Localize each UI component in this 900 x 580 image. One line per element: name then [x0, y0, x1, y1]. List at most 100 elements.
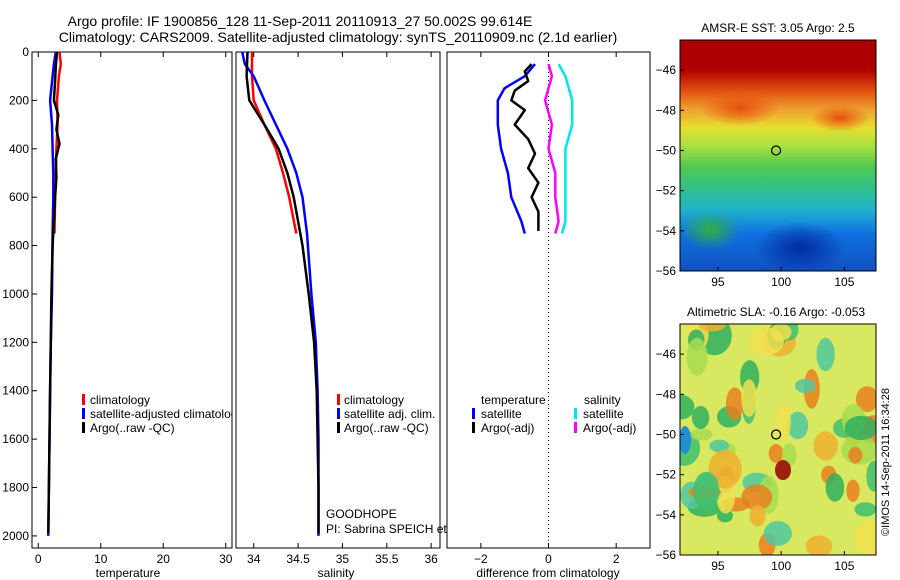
- x-tick-label: 2: [613, 552, 620, 566]
- sla-anomaly-patch: [787, 411, 809, 440]
- latitude-tick-label: −54: [656, 508, 677, 522]
- longitude-tick-label: 95: [711, 275, 725, 289]
- longitude-tick-label: 95: [711, 559, 725, 573]
- longitude-tick-label: 100: [771, 559, 791, 573]
- sla-anomaly-patch: [680, 426, 691, 454]
- sla-anomaly-patch: [741, 484, 773, 511]
- legend-swatch-sal-argo: [574, 422, 577, 433]
- longitude-tick-label: 100: [771, 275, 791, 289]
- temperature-x-label: temperature: [96, 566, 161, 580]
- difference-panel: −2 0 2 difference from climatology tempera…: [446, 51, 651, 580]
- legend-label-satellite: satellite-adjusted climatology: [90, 407, 243, 421]
- sla-anomaly-patch: [813, 431, 838, 461]
- longitude-tick-label: 105: [834, 275, 854, 289]
- latitude-tick-label: −52: [656, 468, 677, 482]
- sla-anomaly-patch: [795, 378, 816, 393]
- series-line-salinity-satellite: [557, 63, 574, 234]
- series-line-temperature-satellite: [496, 63, 536, 234]
- latitude-tick-label: −46: [656, 63, 677, 77]
- legend-swatch-satellite: [337, 408, 340, 419]
- latitude-tick-label: −56: [656, 264, 677, 278]
- legend-title-salinity: salinity: [584, 393, 621, 407]
- imos-watermark: ©IMOS 14-Sep-2011 16:34:28: [880, 388, 892, 536]
- x-tick-label: 35: [336, 552, 350, 566]
- legend-label-climatology: climatology: [90, 393, 150, 407]
- series-line-salinity-argo-adj-: [543, 63, 560, 234]
- sst-cold-patch: [755, 222, 845, 271]
- depth-tick-label: 1200: [2, 335, 29, 349]
- depth-tick-label: 0: [22, 45, 29, 59]
- latitude-tick-label: −52: [656, 184, 677, 198]
- sla-anomaly-patch: [770, 324, 792, 341]
- latitude-tick-label: −48: [656, 387, 677, 401]
- series-line-temperature-argo-adj-: [510, 63, 540, 231]
- latitude-tick-label: −50: [656, 143, 677, 157]
- difference-legend: temperature salinity satellite Argo(-adj…: [472, 393, 636, 435]
- sla-anomaly-patch: [725, 387, 744, 421]
- latitude-tick-label: −48: [656, 103, 677, 117]
- depth-tick-label: 200: [9, 93, 29, 107]
- depth-tick-label: 1000: [2, 287, 29, 301]
- legend-title-temperature: temperature: [481, 393, 546, 407]
- sla-anomaly-patch: [749, 505, 766, 527]
- sst-warm-patch: [810, 104, 870, 132]
- legend-swatch-sal-satellite: [574, 408, 577, 419]
- temperature-legend: climatology satellite-adjusted climatolo…: [82, 393, 243, 435]
- legend-label-sal-argo: Argo(-adj): [583, 421, 636, 435]
- legend-label-climatology: climatology: [344, 393, 404, 407]
- x-tick-label: 36: [424, 552, 438, 566]
- argo-location-marker: [771, 145, 782, 156]
- project-annotation: GOODHOPE: [326, 507, 397, 521]
- difference-x-label: difference from climatology: [476, 566, 619, 580]
- salinity-panel: 34 34.5 35 35.5 36 salinity climatology sate…: [235, 51, 529, 580]
- temperature-panel: 0 10 20 30 0 200 400 600 800 1000 1200 1400 1600 180…: [2, 45, 243, 580]
- x-tick-label: 35.5: [375, 552, 399, 566]
- sla-map-frame: [679, 323, 877, 556]
- sla-anomaly-patch: [866, 460, 876, 492]
- sla-anomaly-patch: [708, 449, 742, 489]
- depth-tick-label: 800: [9, 239, 29, 253]
- sst-map-frame: [679, 39, 877, 272]
- depth-tick-label: 1800: [2, 481, 29, 495]
- sla-map-panel: Altimetric SLA: -0.16 Argo: -0.053 95 100…: [656, 305, 877, 573]
- sla-anomaly-patch: [775, 460, 791, 480]
- figure-title-line2: Climatology: CARS2009. Satellite-adjuste…: [59, 29, 617, 45]
- sla-anomaly-patch: [846, 479, 860, 502]
- legend-swatch-argo: [337, 422, 340, 433]
- sla-anomaly-patch: [855, 386, 876, 412]
- legend-label-temp-argo: Argo(-adj): [481, 421, 534, 435]
- sla-anomaly-patch: [691, 406, 710, 429]
- sla-anomaly-patch: [680, 394, 695, 420]
- sla-anomaly-patch: [816, 337, 835, 372]
- x-tick-label: 20: [157, 552, 171, 566]
- legend-swatch-climatology: [82, 394, 85, 405]
- depth-tick-label: 1600: [2, 432, 29, 446]
- series-line-argo-raw-qc-: [47, 51, 61, 534]
- latitude-tick-label: −50: [656, 427, 677, 441]
- sla-anomaly-patch: [853, 521, 876, 555]
- x-tick-label: 34.5: [286, 552, 310, 566]
- series-line-argo-raw-qc-: [245, 51, 320, 534]
- sst-green-patch: [680, 210, 740, 250]
- latitude-tick-label: −56: [656, 548, 677, 562]
- x-tick-label: −2: [474, 552, 488, 566]
- sla-map-title: Altimetric SLA: -0.16 Argo: -0.053: [687, 305, 865, 319]
- sla-anomaly-patch: [768, 444, 784, 463]
- legend-label-argo: Argo(..raw -QC): [344, 421, 429, 435]
- legend-swatch-satellite: [82, 408, 85, 419]
- sst-map-panel: AMSR-E SST: 3.05 Argo: 2.5: [656, 21, 877, 289]
- figure-title-line1: Argo profile: IF 1900856_128 11-Sep-2011…: [68, 13, 533, 29]
- legend-swatch-climatology: [337, 394, 340, 405]
- x-tick-label: 0: [35, 552, 42, 566]
- sla-anomaly-patch: [690, 428, 713, 441]
- legend-swatch-temp-satellite: [472, 408, 475, 419]
- sla-anomaly-patch: [741, 379, 757, 417]
- sst-map-title: AMSR-E SST: 3.05 Argo: 2.5: [701, 21, 855, 35]
- sla-anomaly-patch: [698, 324, 726, 332]
- sla-anomaly-patch: [693, 471, 720, 511]
- x-tick-label: 10: [94, 552, 108, 566]
- legend-label-sal-satellite: satellite: [583, 407, 624, 421]
- depth-tick-label: 1400: [2, 384, 29, 398]
- sla-anomaly-patch: [825, 473, 845, 502]
